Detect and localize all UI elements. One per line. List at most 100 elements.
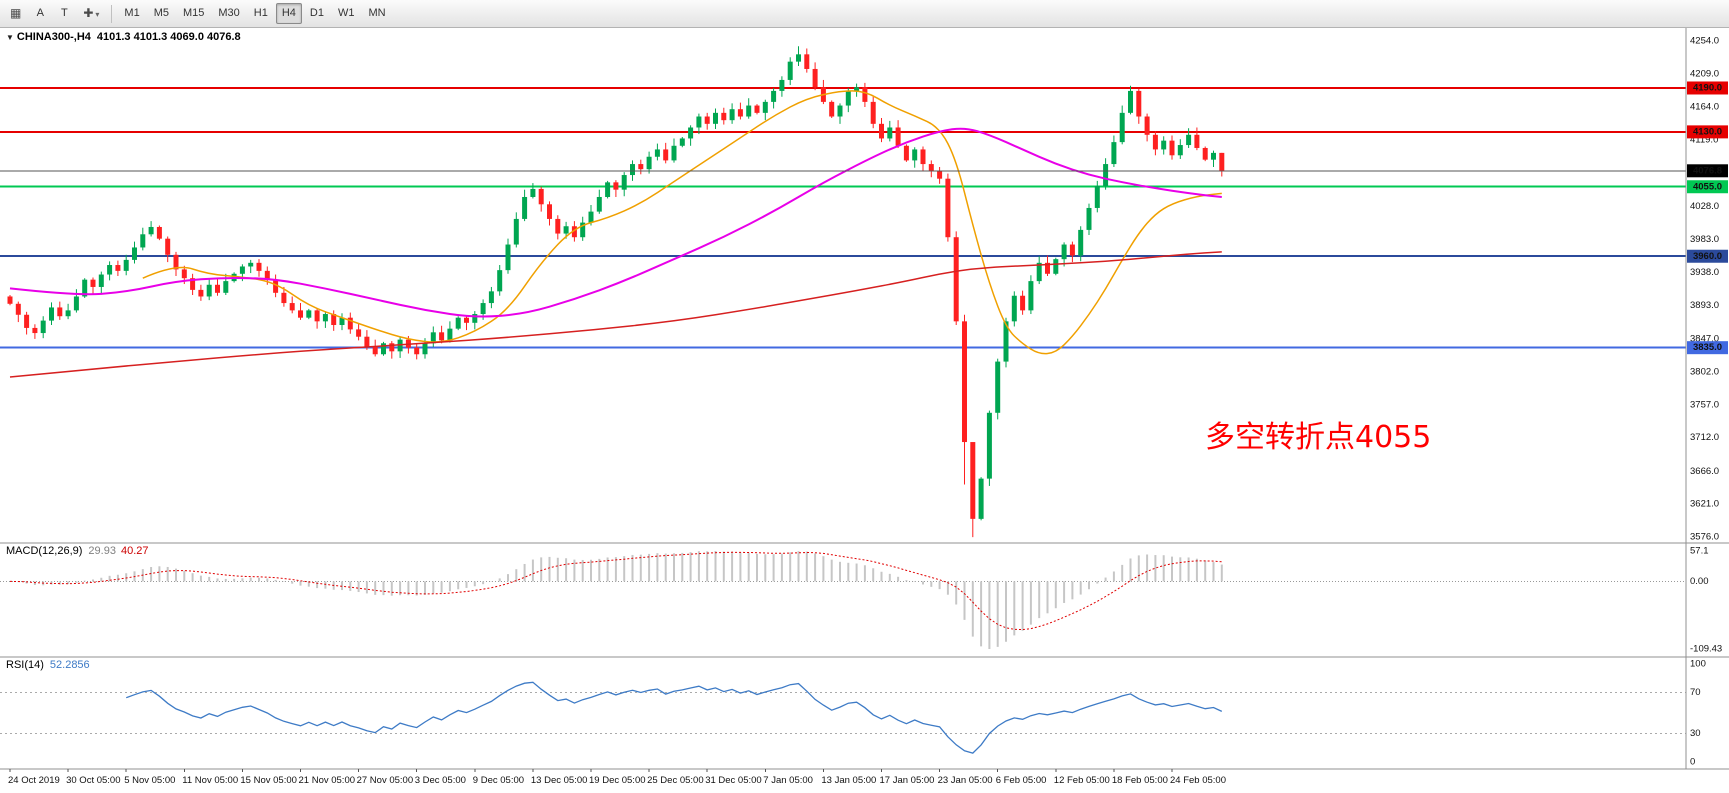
price-scale[interactable] <box>1686 28 1729 769</box>
candle-body <box>671 145 677 161</box>
text-tool-a-button[interactable]: A <box>29 3 51 24</box>
candle-body <box>879 123 884 139</box>
timeframe-button-h4[interactable]: H4 <box>275 3 302 24</box>
candle-body <box>596 196 602 212</box>
candle-body <box>1053 259 1059 274</box>
timeframe-button-m30[interactable]: M30 <box>212 3 245 24</box>
date-label: 7 Jan 05:00 <box>763 775 813 786</box>
candle-body <box>729 109 735 121</box>
candle-body <box>746 105 752 117</box>
candle-body <box>314 310 320 322</box>
date-label: 13 Dec 05:00 <box>531 775 588 786</box>
candle-body <box>140 234 146 248</box>
chart-grid-icon[interactable]: ▦ <box>4 3 27 24</box>
candle-body <box>1086 207 1092 230</box>
ohlc-values: 4101.3 4101.3 4069.0 4076.8 <box>96 31 241 43</box>
timeframe-button-m1[interactable]: M1 <box>118 3 145 24</box>
candle-body <box>1144 116 1150 135</box>
candle-body <box>455 317 461 329</box>
price-tick-label: 3576.0 <box>1690 532 1719 543</box>
price-tick-label: 3893.0 <box>1690 300 1719 311</box>
annotation-text[interactable]: 多空转折点4055 <box>1205 420 1432 455</box>
candle-body <box>696 116 702 128</box>
candle-body <box>273 279 279 293</box>
main-chart-canvas[interactable] <box>0 28 1686 543</box>
price-box-3835.0-label: 3835.0 <box>1693 342 1722 353</box>
candle-body <box>173 254 179 270</box>
candle-body <box>15 303 21 315</box>
candle-body <box>472 314 478 323</box>
date-label: 11 Nov 05:00 <box>182 775 238 786</box>
symbol-dropdown-icon[interactable]: ▼ <box>6 33 14 42</box>
candle-body <box>605 182 611 197</box>
rsi-panel-canvas[interactable] <box>0 657 1686 769</box>
timeframe-button-m15[interactable]: M15 <box>177 3 210 24</box>
candle-body <box>148 226 154 235</box>
price-box-4130.0 <box>1687 125 1728 139</box>
macd-panel-canvas[interactable] <box>0 543 1686 657</box>
candle-body <box>497 270 503 292</box>
candle-body <box>464 317 469 323</box>
ma-medium-magenta <box>9 127 1222 318</box>
candle-body <box>98 274 104 287</box>
candle-body <box>945 178 951 238</box>
price-box-4190.0-label: 4190.0 <box>1693 83 1722 94</box>
chart-canvas[interactable]: 4254.04209.04164.04119.04074.04028.03983… <box>0 28 1729 793</box>
candle-body <box>1036 262 1042 282</box>
timeframe-group: M1 M5 M15 M30 H1 H4 D1 W1 MN <box>117 3 392 24</box>
candle-body <box>190 278 196 290</box>
candle-body <box>903 145 909 161</box>
timeframe-button-m5[interactable]: M5 <box>148 3 175 24</box>
candle-body <box>870 101 876 124</box>
candle-body <box>563 226 569 234</box>
candle-body <box>1211 152 1216 160</box>
cursor-tool-button[interactable]: ✚ ▾ <box>77 3 105 24</box>
price-tick-label: 4119.0 <box>1690 134 1718 145</box>
candle-body <box>439 332 445 341</box>
candle-body <box>505 244 511 271</box>
timeframe-button-mn[interactable]: MN <box>362 3 391 24</box>
candle-body <box>796 54 801 62</box>
date-label: 27 Nov 05:00 <box>357 775 414 786</box>
price-tick-label: 4254.0 <box>1690 36 1719 47</box>
price-tick-label: 4209.0 <box>1690 69 1719 80</box>
candle-body <box>779 79 785 91</box>
candle-body <box>447 328 453 341</box>
candle-body <box>1202 147 1208 160</box>
candle-body <box>389 343 395 352</box>
chart-window: 4254.04209.04164.04119.04074.04028.03983… <box>0 28 1729 793</box>
timeframe-button-w1[interactable]: W1 <box>332 3 361 24</box>
timeframe-button-h1[interactable]: H1 <box>248 3 274 24</box>
candle-body <box>289 303 295 311</box>
candle-body <box>513 218 519 245</box>
candle-body <box>248 262 254 267</box>
price-box-3835.0 <box>1687 341 1728 355</box>
text-tool-t-button[interactable]: T <box>53 3 75 24</box>
macd-name: MACD(12,26,9) <box>6 545 83 557</box>
time-scale[interactable] <box>0 769 1729 793</box>
candle-body <box>331 314 337 326</box>
candle-body <box>704 116 710 124</box>
candle-body <box>771 90 777 102</box>
candle-body <box>737 109 743 117</box>
macd-axis-max: 57.1 <box>1690 546 1709 557</box>
candle-body <box>239 266 245 274</box>
price-tick-label: 3757.0 <box>1690 399 1719 410</box>
candle-body <box>1111 142 1117 165</box>
timeframe-button-d1[interactable]: D1 <box>304 3 330 24</box>
ma-slow-red <box>9 251 1222 378</box>
candle-body <box>1128 90 1133 113</box>
date-label: 15 Nov 05:00 <box>240 775 297 786</box>
candle-body <box>57 307 63 317</box>
candle-body <box>663 149 669 161</box>
price-box-3960.0-label: 3960.0 <box>1693 251 1722 262</box>
candle-body <box>356 329 362 337</box>
candle-body <box>571 226 577 238</box>
candle-body <box>115 265 121 271</box>
date-label: 17 Jan 05:00 <box>880 775 935 786</box>
candle-body <box>986 412 992 479</box>
candle-body <box>630 164 635 176</box>
macd-axis-min: -109.43 <box>1690 644 1722 655</box>
candle-body <box>862 87 868 102</box>
candle-body <box>580 222 586 238</box>
